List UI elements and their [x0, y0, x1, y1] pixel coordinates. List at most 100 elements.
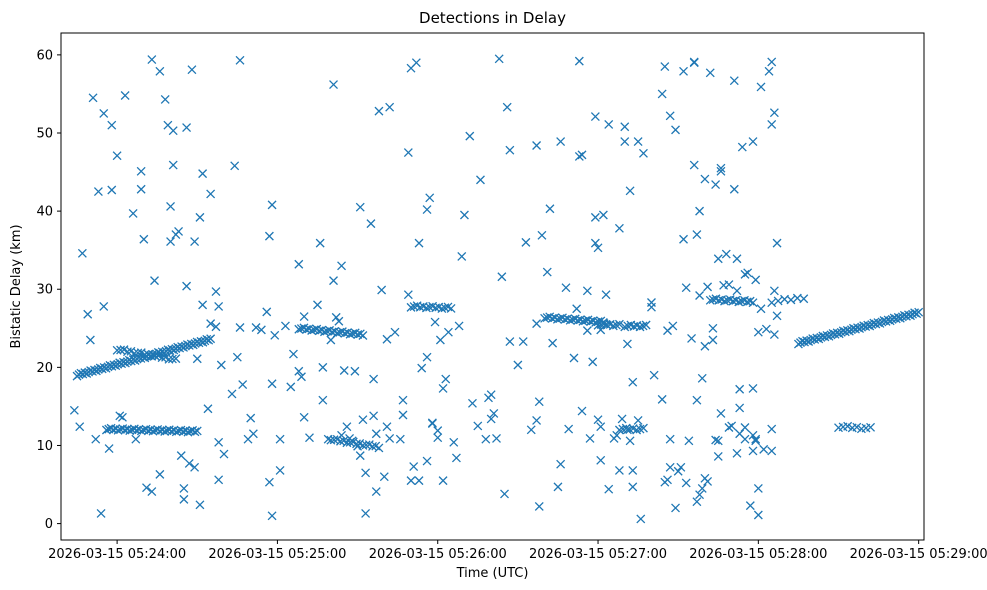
- data-point: [382, 422, 392, 432]
- data-point: [632, 425, 642, 435]
- data-point: [574, 151, 584, 161]
- data-point: [729, 76, 739, 86]
- y-tick-label: 50: [36, 126, 53, 141]
- data-point: [167, 354, 177, 364]
- data-point: [361, 508, 371, 518]
- data-point: [598, 210, 608, 220]
- data-point: [398, 410, 408, 420]
- data-point: [751, 434, 761, 444]
- data-point: [371, 429, 381, 439]
- data-point: [625, 186, 635, 196]
- data-point: [355, 451, 365, 461]
- data-point: [107, 120, 117, 130]
- data-point: [684, 436, 694, 446]
- y-axis-label: Bistatic Delay (km): [9, 224, 24, 348]
- data-point: [104, 444, 114, 454]
- data-point: [465, 131, 475, 141]
- data-point: [75, 422, 85, 432]
- data-point: [433, 426, 443, 436]
- data-point: [732, 286, 742, 296]
- data-point: [729, 184, 739, 194]
- data-point: [692, 230, 702, 240]
- data-point: [398, 395, 408, 405]
- data-point: [767, 57, 777, 67]
- data-point: [361, 468, 371, 478]
- data-point: [697, 483, 707, 493]
- data-point: [593, 243, 603, 253]
- data-point: [150, 351, 160, 361]
- data-point: [633, 416, 643, 425]
- data-point: [505, 145, 515, 155]
- data-point: [107, 185, 117, 195]
- data-point: [724, 280, 734, 290]
- data-point: [294, 366, 304, 376]
- data-point: [319, 327, 329, 337]
- data-point: [414, 238, 424, 248]
- x-tick-label: 2026-03-15 05:28:00: [689, 547, 827, 562]
- data-point: [214, 475, 224, 485]
- data-point: [588, 357, 598, 367]
- data-point: [214, 437, 224, 447]
- data-point: [264, 477, 274, 487]
- data-point: [358, 415, 368, 425]
- data-point: [182, 281, 192, 291]
- data-point: [179, 483, 189, 493]
- data-point: [459, 210, 469, 220]
- data-point: [604, 119, 614, 129]
- data-point: [740, 269, 750, 279]
- data-point: [721, 249, 731, 259]
- data-point: [190, 462, 200, 472]
- data-point: [534, 397, 544, 407]
- data-point: [219, 449, 229, 459]
- data-point: [481, 434, 491, 444]
- data-point: [369, 374, 379, 384]
- data-point: [160, 427, 170, 436]
- data-point: [288, 349, 298, 359]
- data-point: [486, 390, 496, 400]
- data-point: [668, 321, 678, 331]
- data-point: [430, 317, 440, 327]
- data-point: [136, 426, 146, 436]
- data-point: [128, 208, 138, 218]
- data-point: [238, 380, 248, 390]
- data-point: [716, 166, 726, 176]
- data-point: [379, 472, 389, 482]
- data-point: [275, 434, 285, 444]
- data-point: [681, 283, 691, 293]
- data-point: [96, 508, 106, 518]
- data-point: [192, 426, 202, 436]
- data-point: [679, 234, 688, 244]
- data-point: [438, 476, 448, 486]
- data-point: [553, 482, 563, 492]
- data-point: [297, 372, 306, 382]
- data-point: [708, 335, 718, 345]
- data-point: [759, 444, 769, 454]
- data-point: [540, 313, 550, 323]
- data-point: [246, 413, 256, 423]
- x-tick-label: 2026-03-15 05:25:00: [208, 547, 346, 562]
- data-point: [147, 487, 157, 497]
- data-point: [299, 412, 309, 422]
- data-point: [532, 319, 542, 329]
- data-point: [772, 238, 782, 248]
- data-point: [671, 503, 680, 513]
- data-point: [569, 353, 579, 363]
- data-point: [914, 307, 924, 317]
- data-point: [131, 434, 141, 444]
- data-point: [315, 238, 325, 248]
- data-point: [740, 423, 750, 432]
- data-point: [406, 476, 416, 486]
- data-point: [676, 462, 686, 472]
- data-point: [171, 354, 181, 364]
- data-point: [724, 423, 734, 432]
- y-axis-ticks: 0 10 20 30 40 50 60: [36, 48, 61, 532]
- data-point: [561, 283, 571, 293]
- data-point: [537, 230, 547, 240]
- data-point: [190, 427, 200, 437]
- data-point: [83, 309, 93, 319]
- data-point: [494, 54, 504, 64]
- data-point: [446, 303, 456, 313]
- data-point: [767, 446, 777, 456]
- data-point: [468, 398, 477, 408]
- data-point: [214, 301, 224, 311]
